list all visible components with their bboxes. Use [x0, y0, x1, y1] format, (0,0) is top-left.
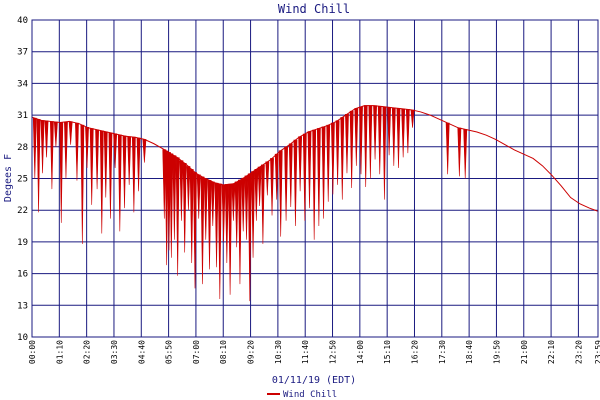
wind-chill-dips: [32, 105, 468, 302]
y-tick-label: 19: [17, 238, 28, 248]
x-axis-ticks: 00:00 01:10 02:20 03:30 04:40 05:50 07:00 08:10…: [28, 340, 600, 364]
y-tick-label: 10: [17, 333, 28, 343]
x-tick-label: 04:40: [137, 340, 146, 364]
y-axis-ticks: 10 13 16 19 22 25 28 31 34 37 40: [17, 16, 28, 343]
x-tick-label: 05:50: [165, 340, 174, 364]
x-tick-label: 15:10: [383, 340, 392, 364]
x-tick-label: 14:00: [356, 340, 365, 364]
x-tick-label: 03:30: [110, 340, 119, 364]
x-tick-label: 00:00: [28, 340, 37, 364]
legend: Wind Chill: [267, 390, 337, 400]
chart-title: Wind Chill: [278, 2, 350, 16]
y-tick-label: 16: [17, 270, 28, 280]
x-tick-label: 21:00: [520, 340, 529, 364]
y-tick-label: 13: [17, 301, 28, 311]
y-axis-label: Degees F: [3, 154, 14, 202]
x-tick-label: 10:30: [274, 340, 283, 364]
x-tick-label: 23:20: [574, 340, 583, 364]
x-tick-label: 18:40: [465, 340, 474, 364]
y-tick-label: 25: [17, 175, 28, 185]
x-tick-label: 02:20: [83, 340, 92, 364]
x-tick-label: 17:30: [438, 340, 447, 364]
series-line-wind-chill: [31, 105, 599, 212]
legend-label-wind-chill: Wind Chill: [283, 390, 337, 400]
x-axis-label: 01/11/19 (EDT): [272, 375, 356, 386]
x-tick-label: 19:50: [492, 340, 501, 364]
x-tick-label: 07:00: [192, 340, 201, 364]
y-tick-label: 40: [17, 16, 28, 26]
x-tick-label: 01:10: [55, 340, 64, 364]
x-tick-label: 09:20: [247, 340, 256, 364]
y-tick-label: 22: [17, 206, 28, 216]
x-tick-label: 12:50: [329, 340, 338, 364]
x-tick-label: 22:10: [547, 340, 556, 364]
plot-border: [31, 19, 599, 338]
y-tick-label: 34: [17, 79, 28, 89]
x-tick-label: 08:10: [219, 340, 228, 364]
y-tick-label: 28: [17, 143, 28, 153]
y-tick-label: 37: [17, 48, 28, 58]
x-tick-label: 23:59: [594, 340, 600, 364]
y-tick-label: 31: [17, 111, 28, 121]
x-tick-label: 11:40: [301, 340, 310, 364]
x-tick-label: 16:20: [410, 340, 419, 364]
